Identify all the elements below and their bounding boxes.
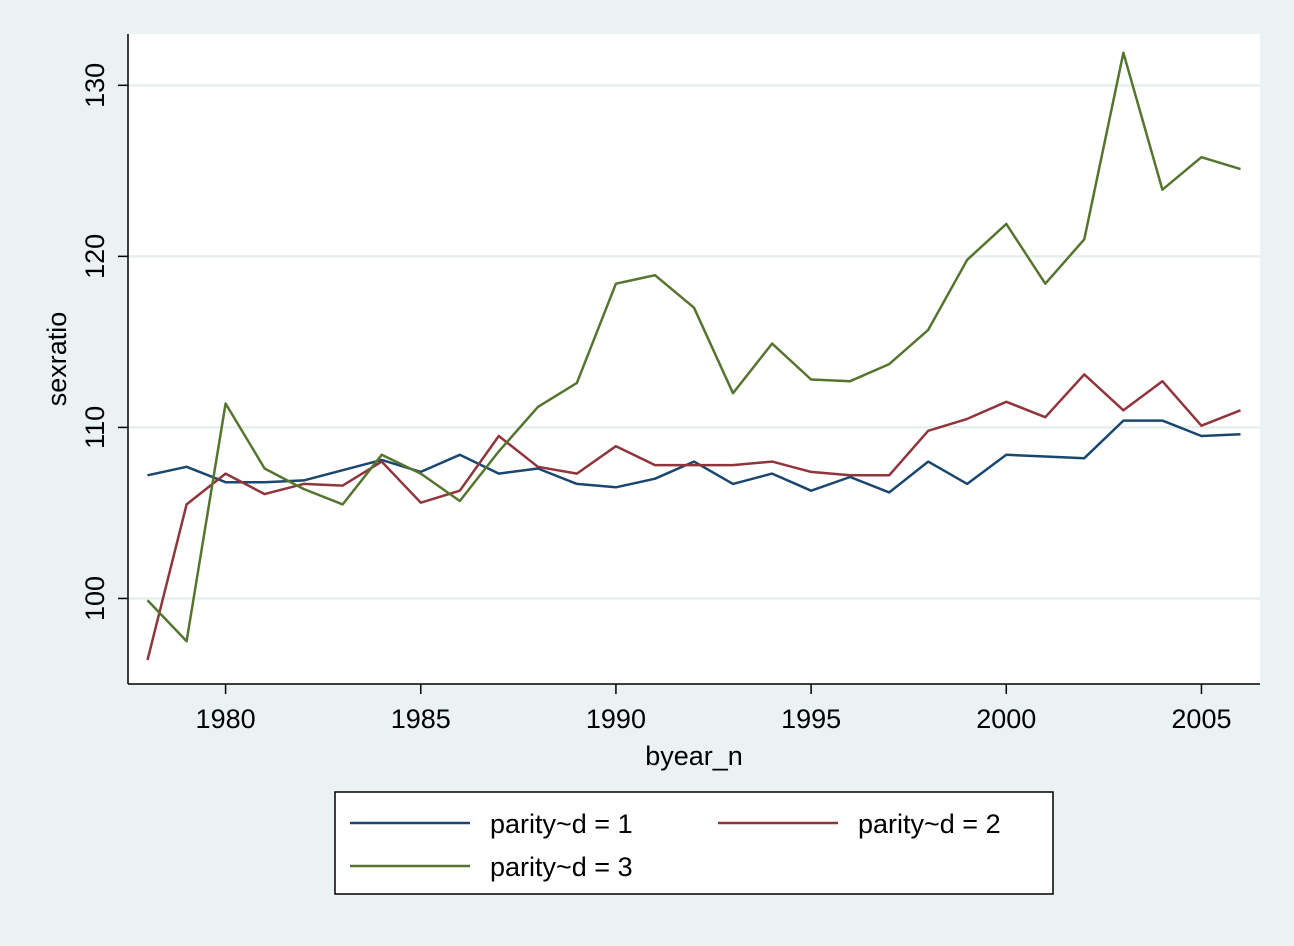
x-tick-label-1990: 1990 (586, 704, 646, 734)
series-line-parity-3 (146, 51, 1241, 643)
axes (127, 34, 1260, 685)
y-tick-label-130: 130 (80, 63, 110, 108)
legend-label-parity-2: parity~d = 2 (858, 809, 1001, 839)
series-lines (146, 51, 1241, 661)
y-axis-title: sexratio (42, 312, 72, 407)
y-tick-label-100: 100 (80, 576, 110, 621)
series-line-parity-1 (147, 419, 1241, 494)
x-axis-title: byear_n (645, 741, 743, 771)
y-tick-label-120: 120 (80, 234, 110, 279)
series-line-parity-2 (146, 373, 1241, 661)
gridlines (128, 84, 1260, 600)
x-tick-label-1980: 1980 (196, 704, 256, 734)
x-tick-label-2005: 2005 (1171, 704, 1231, 734)
y-tick-label-110: 110 (80, 406, 110, 449)
x-tick-label-1995: 1995 (781, 704, 841, 734)
legend-label-parity-1: parity~d = 1 (490, 809, 633, 839)
legend-label-parity-3: parity~d = 3 (490, 852, 633, 882)
x-tick-label-1985: 1985 (391, 704, 451, 734)
x-ticks: 1980 1985 1990 1995 2000 2005 (196, 684, 1231, 734)
plot-area (128, 34, 1260, 684)
legend: parity~d = 1 parity~d = 2 parity~d = 3 (334, 791, 1054, 895)
legend-box (334, 791, 1054, 895)
x-tick-label-2000: 2000 (976, 704, 1036, 734)
y-ticks: 100 110 120 130 (80, 63, 128, 621)
